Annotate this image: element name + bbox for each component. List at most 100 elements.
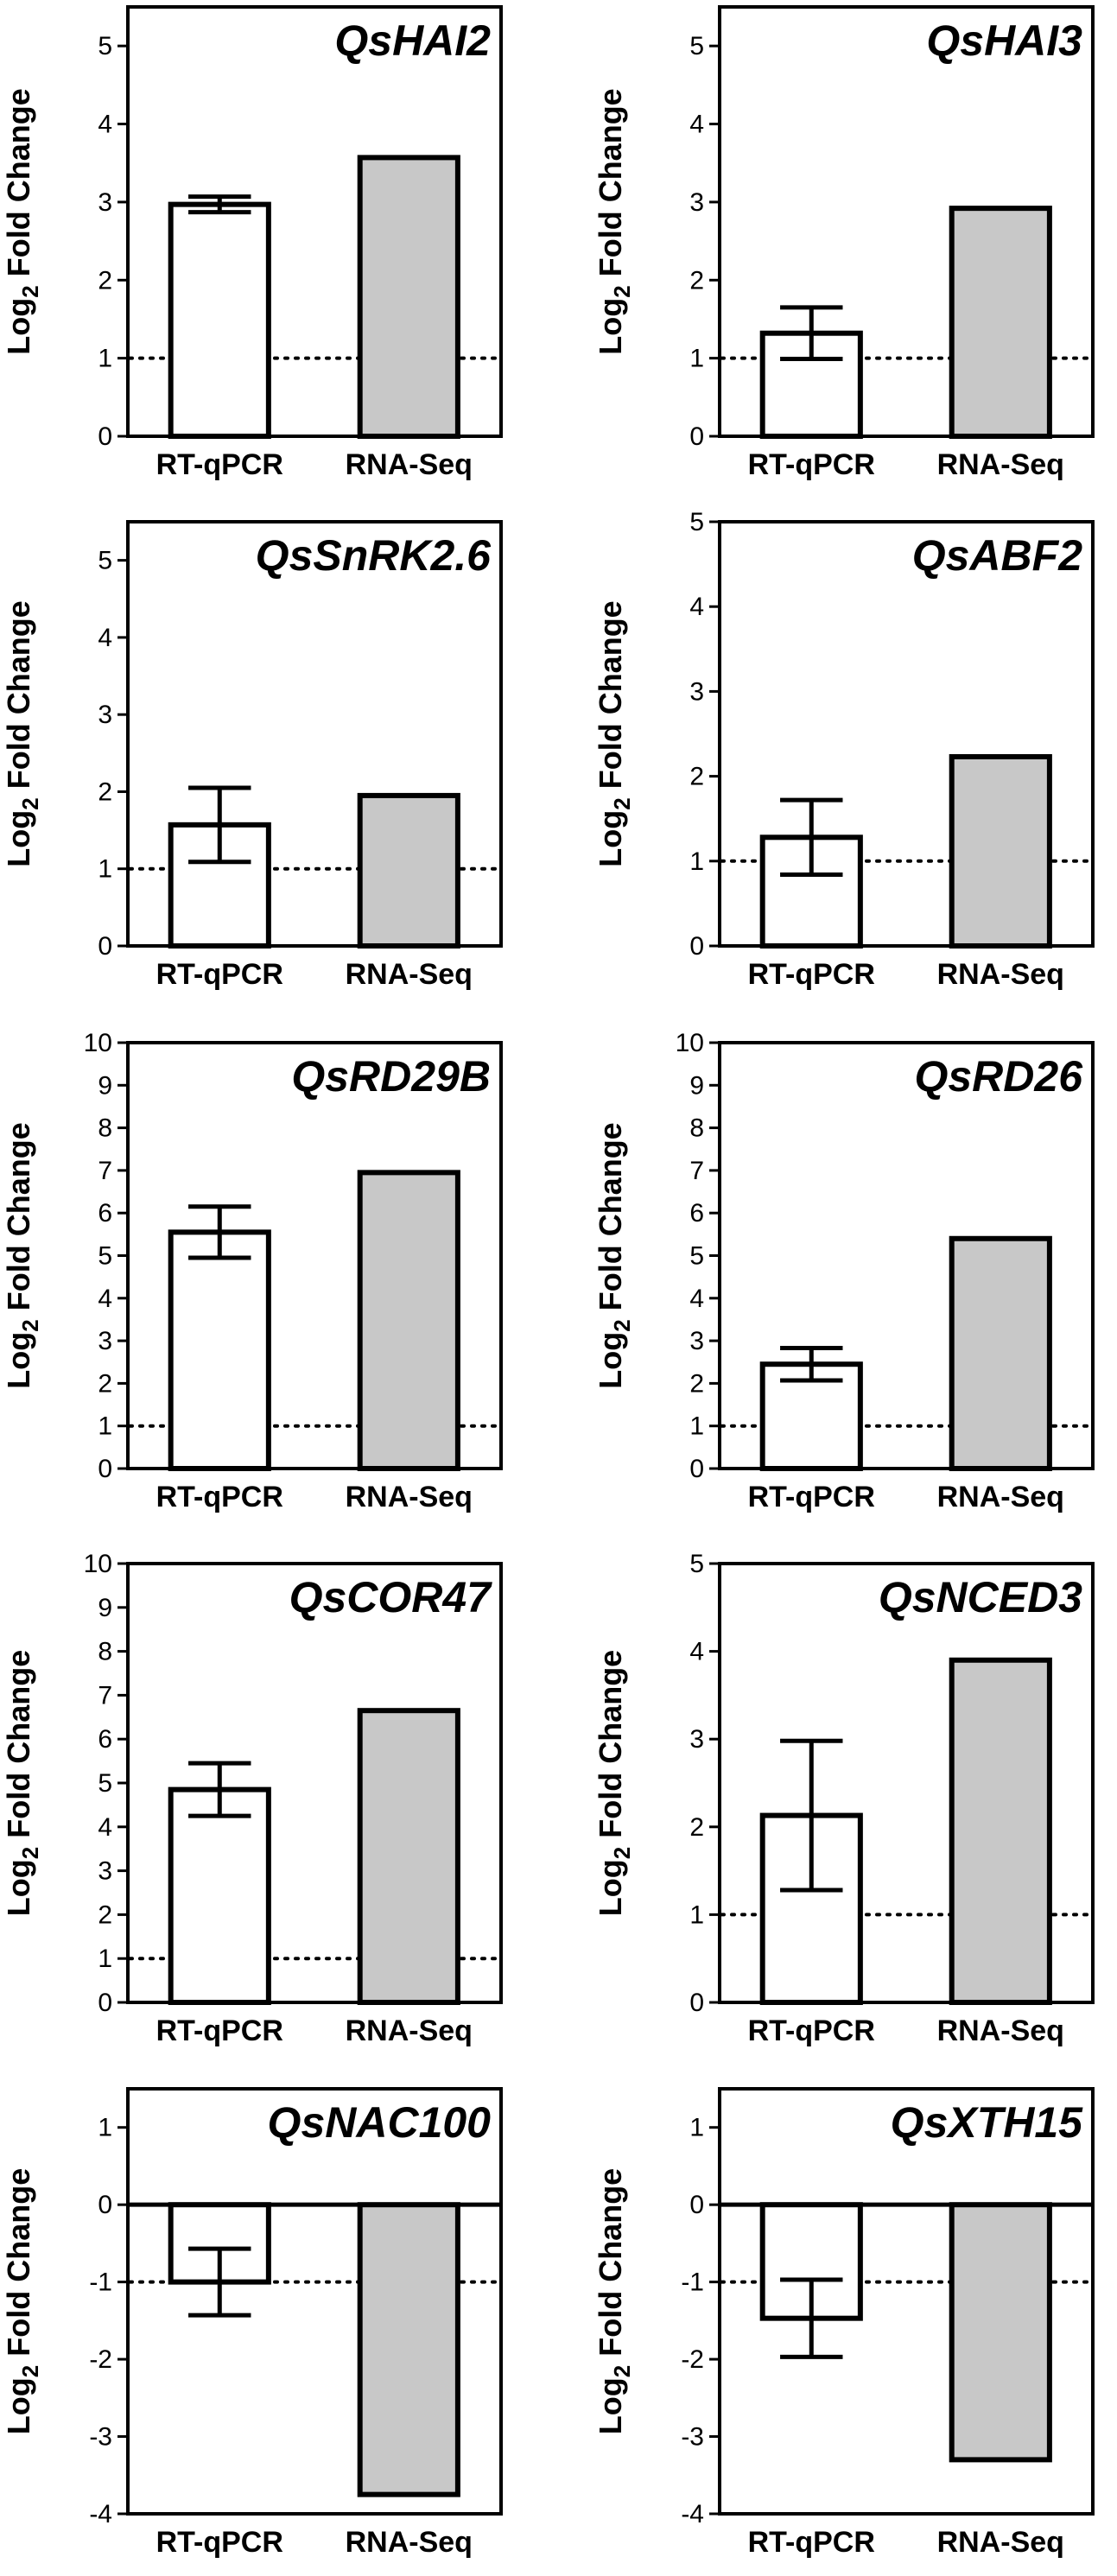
y-axis-label-rest: Fold Change: [1, 600, 36, 797]
category-label: RT-qPCR: [748, 448, 875, 481]
error-bar: [188, 1761, 251, 1818]
bar-rt-qpcr: [168, 201, 271, 439]
bar-rna-seq: [949, 206, 1052, 439]
y-axis-label-main: Log: [593, 2377, 628, 2434]
y-axis-label-subscript: 2: [17, 797, 43, 809]
y-tick-label: 3: [98, 1327, 112, 1355]
y-tick-label: 3: [689, 677, 704, 706]
bar-rna-seq: [949, 1657, 1052, 2005]
chart-title: QsHAI3: [926, 16, 1082, 65]
y-tick-label: 5: [689, 32, 704, 60]
y-tick-label: -1: [681, 2268, 704, 2297]
y-axis-label-main: Log: [593, 1332, 628, 1389]
y-tick-label: 0: [689, 422, 704, 451]
y-tick-label: 7: [98, 1681, 112, 1710]
error-bar: [780, 1345, 843, 1383]
chart-title: QsCOR47: [289, 1573, 493, 1621]
y-axis-label-main: Log: [593, 298, 628, 355]
y-tick-label: 3: [689, 1327, 704, 1355]
error-bar: [780, 2277, 843, 2359]
category-label: RNA-Seq: [346, 448, 473, 481]
y-tick-label: 4: [98, 1285, 112, 1313]
y-axis-label-main: Log: [593, 1859, 628, 1916]
bar-rt-qpcr: [168, 1229, 271, 1471]
category-label: RNA-Seq: [346, 958, 473, 991]
y-axis-label-main: Log: [1, 1859, 36, 1916]
category-label: RNA-Seq: [937, 958, 1064, 991]
y-axis-label-subscript: 2: [609, 1319, 635, 1331]
y-tick-label: -2: [681, 2345, 704, 2374]
y-axis-label: Log2 Fold Change: [1, 88, 43, 354]
chart-title: QsRD29B: [291, 1052, 491, 1101]
category-label: RT-qPCR: [156, 1481, 283, 1513]
y-tick-label: 2: [98, 777, 112, 806]
y-axis-label-subscript: 2: [17, 1847, 43, 1859]
y-tick-label: 5: [689, 508, 704, 536]
y-axis-label-rest: Fold Change: [593, 2168, 628, 2365]
y-axis-label-rest: Fold Change: [593, 600, 628, 797]
y-axis-label: Log2 Fold Change: [593, 88, 635, 354]
category-label: RNA-Seq: [937, 1481, 1064, 1513]
y-tick-label: 3: [98, 188, 112, 217]
y-tick-label: 4: [689, 111, 704, 139]
y-tick-label: 2: [689, 266, 704, 295]
chart-title: QsHAI2: [334, 16, 491, 65]
y-tick-label: 6: [98, 1199, 112, 1228]
plot-frame: [718, 520, 1095, 948]
bar-rt-qpcr: [168, 1786, 271, 2006]
y-tick-label: 1: [689, 345, 704, 373]
error-bar: [780, 1738, 843, 1893]
y-axis-label-main: Log: [1, 1332, 36, 1389]
y-axis-label-subscript: 2: [609, 797, 635, 809]
bar-rna-seq: [949, 1235, 1052, 1472]
y-axis-label-main: Log: [593, 810, 628, 867]
y-tick-label: 0: [98, 422, 112, 451]
y-axis-label: Log2 Fold Change: [593, 2168, 635, 2434]
y-tick-label: 0: [98, 1455, 112, 1483]
y-tick-label: 3: [98, 701, 112, 729]
category-label: RT-qPCR: [156, 448, 283, 481]
y-tick-label: 1: [689, 1900, 704, 1929]
bar-rna-seq: [357, 792, 460, 949]
error-bar: [780, 797, 843, 878]
y-tick-label: 3: [689, 1725, 704, 1754]
y-tick-label: 1: [689, 2114, 704, 2142]
y-tick-label: 10: [676, 1029, 704, 1057]
y-axis-label: Log2 Fold Change: [1, 1650, 43, 1916]
y-axis-label-rest: Fold Change: [593, 88, 628, 285]
y-tick-label: 0: [689, 2191, 704, 2219]
y-axis-label: Log2 Fold Change: [1, 600, 43, 866]
y-tick-label: 1: [689, 1412, 704, 1441]
category-label: RT-qPCR: [156, 2526, 283, 2559]
category-label: RNA-Seq: [346, 1481, 473, 1513]
y-tick-label: 4: [689, 1285, 704, 1313]
error-bar: [188, 785, 251, 865]
error-bar: [188, 1204, 251, 1260]
y-tick-label: 1: [98, 855, 112, 884]
y-tick-label: 10: [84, 1029, 112, 1057]
y-tick-label: 6: [689, 1199, 704, 1228]
y-axis-label-subscript: 2: [609, 1847, 635, 1859]
y-tick-label: 2: [98, 266, 112, 295]
plot-frame: [718, 1562, 1095, 2004]
category-label: RT-qPCR: [156, 958, 283, 991]
y-tick-label: 2: [689, 1369, 704, 1398]
y-axis-label-main: Log: [1, 810, 36, 867]
bar-rna-seq: [357, 1708, 460, 2006]
y-axis-label-subscript: 2: [609, 285, 635, 297]
y-tick-label: 8: [98, 1638, 112, 1666]
y-axis-label-rest: Fold Change: [1, 1122, 36, 1319]
chart-panel-8: RT-qPCR RNA-Seq -4 -3 -2 -1 0 1 QsNAC100 Log2 Fol…: [1, 2087, 503, 2559]
bar-rt-qpcr: [759, 1812, 863, 2006]
chart-title: QsNAC100: [268, 2098, 492, 2147]
y-tick-label: 2: [689, 1813, 704, 1842]
category-label: RT-qPCR: [748, 2526, 875, 2559]
category-label: RNA-Seq: [346, 2014, 473, 2047]
y-axis-label: Log2 Fold Change: [593, 1650, 635, 1916]
y-tick-label: 0: [98, 932, 112, 961]
error-bar: [780, 305, 843, 362]
y-tick-label: 9: [98, 1071, 112, 1100]
